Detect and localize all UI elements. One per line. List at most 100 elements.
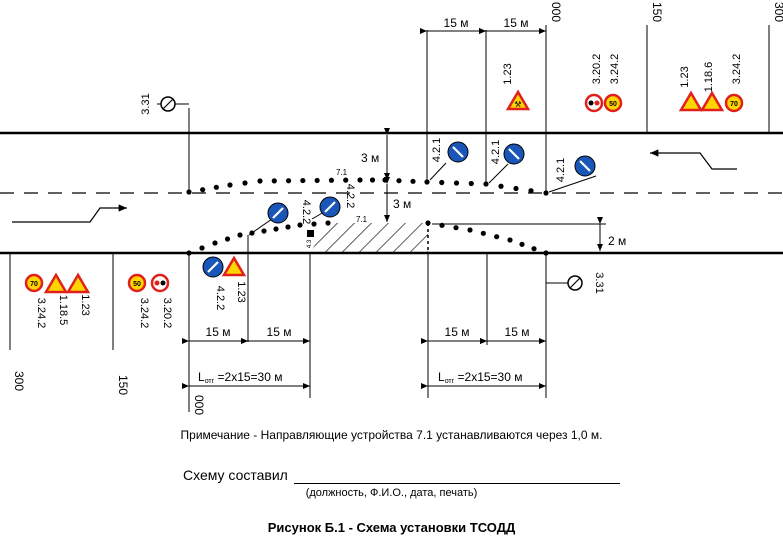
sign-4-2-2-a: 4.2.2 — [248, 200, 312, 236]
guide-device-dot — [513, 185, 519, 192]
svg-text:3.20.2: 3.20.2 — [161, 298, 173, 329]
sign-4-3-marker — [307, 230, 314, 237]
svg-text:3.20.2: 3.20.2 — [591, 54, 603, 85]
dim-label-3m-lower: 3 м — [393, 197, 411, 211]
sign-group-300-bottom: 70 3.24.2 1.18.5 1.23 — [24, 272, 91, 328]
dim-label-bottom-2: 15 м — [267, 325, 292, 339]
made-by-label: Схему составил — [183, 467, 288, 483]
guide-device-dot — [480, 230, 486, 236]
guide-device-dot — [453, 180, 460, 186]
sign-1-23-top: ⚒ 1.23 — [502, 63, 531, 111]
distance-000-bottom: 000 — [192, 395, 206, 415]
guide-device-dot — [507, 237, 513, 243]
dim-label-top-1: 15 м — [444, 16, 469, 30]
figure-caption: Рисунок Б.1 - Схема установки ТСОДД — [267, 520, 516, 535]
guide-device-dot — [242, 180, 248, 186]
svg-text:1.18.5: 1.18.5 — [57, 295, 69, 326]
guide-device-dot — [237, 232, 243, 238]
svg-text:1.23: 1.23 — [502, 63, 514, 84]
guide-device-dot — [314, 177, 320, 184]
made-by-signature-line — [294, 483, 620, 484]
guide-device-dot — [213, 184, 219, 190]
dim-label-3m-upper: 3 м — [361, 151, 379, 165]
sign-4-2-1-b: 4.2.1 — [488, 140, 525, 184]
svg-text:4.2.2: 4.2.2 — [214, 286, 226, 310]
direction-arrow-left — [650, 149, 737, 170]
guide-device-dot — [425, 220, 431, 226]
guide-device-dot — [343, 177, 349, 183]
sign-4-2-2-b: 4.2.2 — [311, 184, 356, 220]
svg-text:70: 70 — [730, 101, 738, 108]
guide-device-dot — [325, 220, 331, 226]
l-otg-right: Lотг =2x15=30 м — [438, 370, 523, 385]
sign-4-2-1-a: 4.2.1 — [429, 138, 469, 181]
label-7-1-bottom: 7.1 — [356, 215, 368, 224]
svg-text:3.31: 3.31 — [593, 272, 605, 293]
direction-arrow-right — [12, 204, 127, 223]
label-4-3: 4.3 — [307, 239, 313, 248]
guide-device-dot — [453, 225, 459, 231]
guide-device-dot — [199, 245, 205, 251]
guide-device-dot — [261, 228, 267, 234]
svg-text:⚒: ⚒ — [514, 100, 521, 109]
guide-device-dot — [357, 177, 363, 183]
guide-device-dot — [273, 226, 279, 232]
work-zone-hatched — [310, 223, 428, 253]
dim-label-top-2: 15 м — [504, 16, 529, 30]
sign-group-150-top: 50 3.20.2 3.24.2 — [584, 54, 623, 113]
svg-text:3.24.2: 3.24.2 — [138, 298, 150, 329]
svg-text:3.24.2: 3.24.2 — [609, 54, 621, 85]
guide-device-dot — [531, 246, 537, 252]
dim-label-bottom-4: 15 м — [505, 325, 530, 339]
guide-device-dot — [328, 177, 335, 183]
guide-device-dot — [498, 183, 504, 189]
guide-device-dot — [468, 180, 474, 187]
guide-device-dot — [439, 179, 445, 186]
svg-text:1.23: 1.23 — [79, 294, 91, 315]
svg-text:4.2.1: 4.2.1 — [490, 140, 502, 164]
guide-device-dot — [200, 187, 206, 193]
guide-device-dot — [257, 178, 263, 184]
svg-text:3.24.2: 3.24.2 — [731, 54, 743, 85]
guide-device-dot — [227, 182, 233, 188]
distance-150-top: 150 — [650, 2, 664, 22]
svg-text:4.2.2: 4.2.2 — [300, 200, 312, 224]
svg-text:1.23: 1.23 — [679, 66, 691, 87]
guide-device-dot — [311, 221, 317, 227]
guide-device-dot — [285, 224, 291, 230]
svg-text:4.2.1: 4.2.1 — [431, 138, 443, 162]
sign-group-150-bottom: 50 3.24.2 3.20.2 — [127, 273, 173, 329]
svg-text:1.23: 1.23 — [235, 281, 247, 302]
guide-device-dot — [271, 178, 277, 184]
svg-text:50: 50 — [609, 101, 617, 108]
dim-label-2m: 2 м — [608, 234, 626, 248]
distance-150-bottom: 150 — [116, 375, 130, 395]
svg-text:4.2.1: 4.2.1 — [555, 158, 567, 182]
distance-000-top: 000 — [549, 2, 563, 22]
guide-device-dot — [212, 240, 218, 246]
sign-3-31-right: 3.31 — [546, 272, 605, 294]
guide-device-dot — [494, 234, 500, 240]
sign-group-300-top: 70 1.23 1.18.6 3.24.2 — [678, 54, 744, 113]
svg-text:70: 70 — [30, 281, 38, 288]
guide-device-dot — [543, 250, 549, 256]
svg-text:3.31: 3.31 — [140, 93, 152, 114]
label-7-1-top: 7.1 — [336, 168, 348, 177]
guide-device-dot — [396, 178, 402, 184]
guide-device-dot — [519, 241, 525, 247]
guide-device-dot — [467, 227, 473, 233]
made-by-hint: (должность, Ф.И.О., дата, печать) — [305, 487, 478, 499]
sign-4-2-1-c: 4.2.1 — [548, 155, 597, 193]
guide-device-dot — [285, 178, 292, 184]
distance-300-bottom: 300 — [12, 371, 26, 391]
guide-device-dot — [369, 177, 376, 183]
sign-3-31-left: 3.31 — [140, 93, 189, 115]
dim-label-bottom-1: 15 м — [206, 325, 231, 339]
dim-label-bottom-3: 15 м — [445, 325, 470, 339]
distance-300-top: 300 — [772, 2, 783, 22]
guide-device-dot — [300, 177, 306, 184]
l-otg-left: Lотг =2x15=30 м — [198, 370, 283, 385]
svg-text:50: 50 — [133, 281, 141, 288]
note-text: Примечание - Направляющие устройства 7.1… — [180, 428, 603, 442]
